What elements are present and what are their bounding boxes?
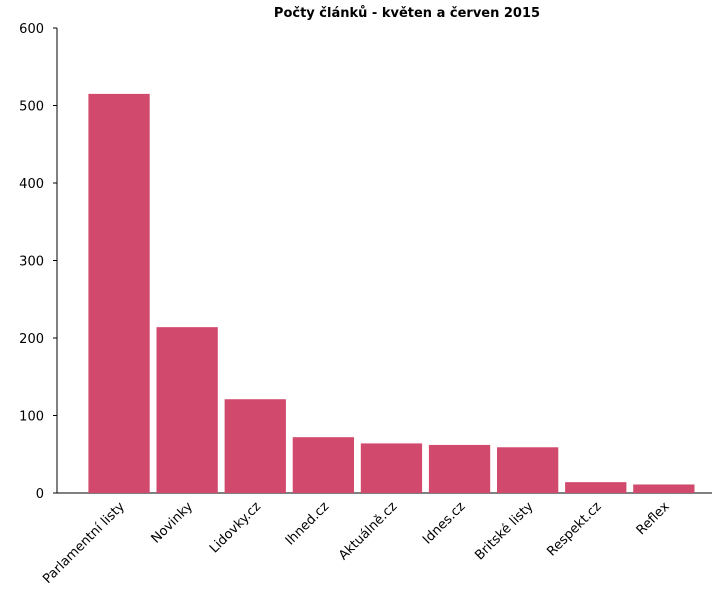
x-tick-label: Idnes.cz: [420, 499, 468, 547]
bar: [292, 437, 354, 493]
x-tick-label: Aktuálně.cz: [336, 499, 400, 563]
x-tick-label: Novinky: [149, 499, 197, 547]
bar: [428, 444, 491, 493]
x-tick-label: Respekt.cz: [544, 499, 604, 559]
y-tick-label: 0: [36, 487, 44, 502]
bar: [360, 443, 423, 493]
x-tick-label: Reflex: [634, 499, 673, 538]
bar: [565, 482, 627, 493]
y-tick-label: 300: [19, 255, 44, 270]
y-tick-label: 100: [19, 410, 44, 425]
y-tick-label: 200: [19, 332, 44, 347]
bar: [224, 399, 286, 493]
y-tick-label: 400: [19, 177, 44, 192]
bar: [156, 327, 218, 493]
y-tick-label: 500: [19, 100, 44, 115]
x-tick-label: Lidovky.cz: [207, 499, 264, 556]
chart-title: Počty článků - květen a červen 2015: [274, 6, 540, 21]
x-tick-label: Parlamentní listy: [40, 499, 128, 587]
y-tick-label: 600: [19, 22, 44, 37]
x-tick-label: Britské listy: [472, 499, 536, 563]
bar: [497, 447, 559, 493]
bar: [633, 484, 695, 493]
x-tick-label: Ihned.cz: [283, 499, 332, 548]
bar: [88, 93, 150, 493]
